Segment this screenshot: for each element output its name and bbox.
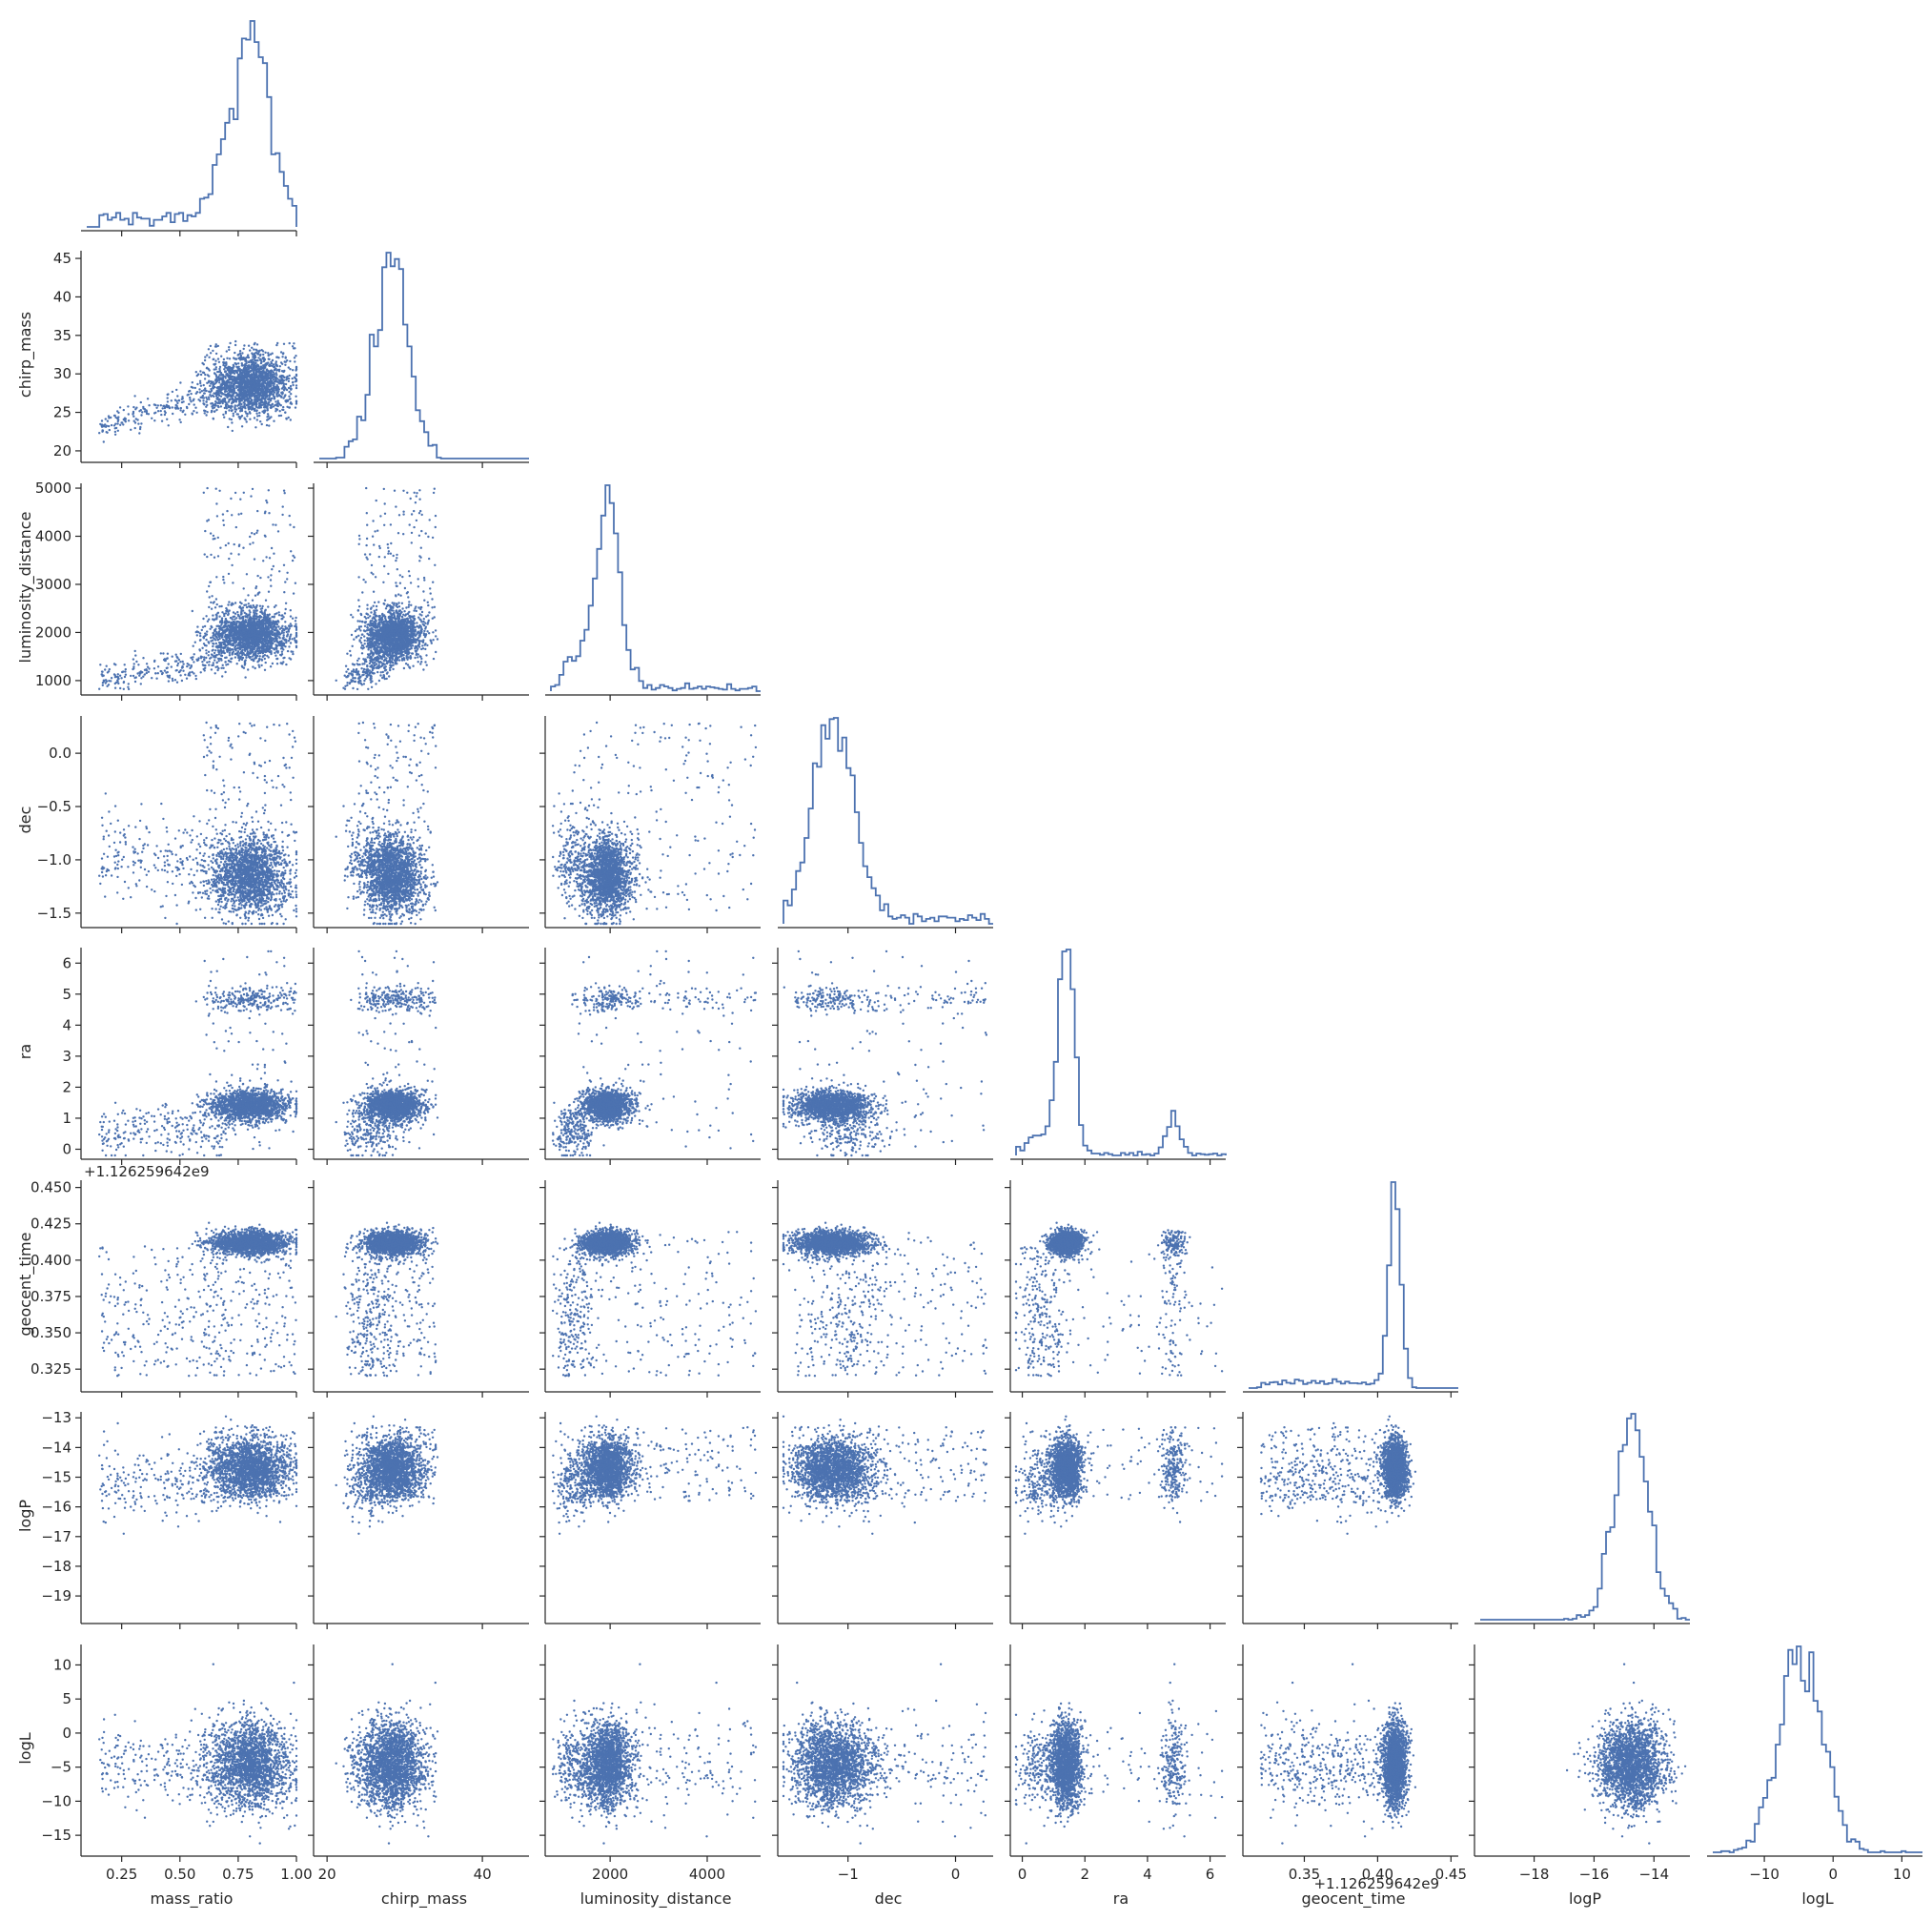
scatter-point xyxy=(295,380,296,382)
scatter-point xyxy=(280,351,282,353)
scatter-point xyxy=(114,427,116,429)
scatter-point xyxy=(239,350,241,352)
scatter-point xyxy=(228,409,230,411)
scatter-point xyxy=(134,427,136,429)
scatter-point xyxy=(257,357,259,358)
scatter-point xyxy=(214,359,216,361)
scatter-point xyxy=(203,397,205,398)
scatter-point xyxy=(208,348,210,350)
scatter-point xyxy=(237,362,239,364)
scatter-point xyxy=(189,398,191,400)
scatter-point xyxy=(290,393,292,395)
panels-layer: 20253035404510002000300040005000−1.5−1.0… xyxy=(16,21,1922,1909)
scatter-point xyxy=(284,364,286,366)
scatter-point xyxy=(225,377,227,378)
scatter-point xyxy=(217,357,219,359)
scatter-point xyxy=(179,409,181,411)
scatter-point xyxy=(229,342,231,344)
scatter-point xyxy=(171,399,173,401)
scatter-point xyxy=(289,368,291,370)
scatter-point xyxy=(132,416,134,418)
scatter-point xyxy=(241,425,243,427)
scatter-point xyxy=(160,410,162,412)
scatter-point xyxy=(240,403,242,405)
scatter-point xyxy=(132,406,134,408)
scatter-point xyxy=(194,407,196,409)
histogram-mass_ratio xyxy=(87,21,296,227)
scatter-point xyxy=(234,340,236,342)
scatter-point xyxy=(160,414,162,416)
scatter-point xyxy=(141,411,143,413)
scatter-point xyxy=(215,353,217,355)
scatter-point xyxy=(206,354,208,356)
scatter-point xyxy=(294,360,295,362)
scatter-point xyxy=(168,424,170,426)
scatter-point xyxy=(208,397,210,398)
scatter-point xyxy=(101,419,103,421)
scatter-point xyxy=(119,406,121,408)
scatter-point xyxy=(214,406,215,408)
scatter-point xyxy=(266,424,268,426)
scatter-point xyxy=(243,348,245,350)
scatter-point xyxy=(113,415,115,417)
scatter-point xyxy=(228,400,230,402)
panel-mass_ratio-vs-mass_ratio xyxy=(81,21,296,236)
scatter-point xyxy=(254,417,255,419)
scatter-point xyxy=(267,413,269,415)
scatter-point xyxy=(249,419,251,420)
scatter-point xyxy=(246,420,248,422)
scatter-point xyxy=(199,370,201,372)
scatter-point xyxy=(295,406,296,408)
scatter-point xyxy=(220,405,222,407)
scatter-point xyxy=(218,381,220,383)
scatter-points-chirp_mass-vs-mass_ratio xyxy=(98,340,297,443)
scatter-point xyxy=(295,387,297,389)
scatter-point xyxy=(217,406,219,408)
scatter-point xyxy=(184,414,186,416)
scatter-point xyxy=(279,410,281,412)
scatter-point xyxy=(288,396,290,398)
scatter-point xyxy=(133,395,135,397)
